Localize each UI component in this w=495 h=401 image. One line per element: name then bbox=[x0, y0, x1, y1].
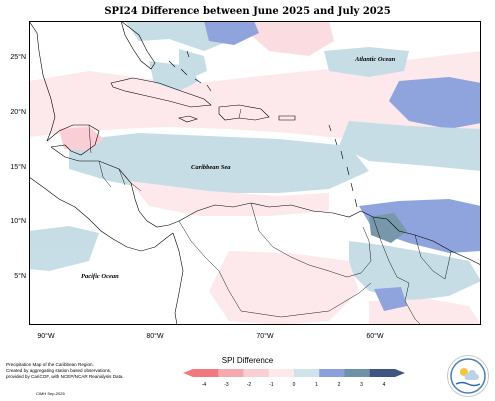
blue-region-east-band bbox=[339, 121, 481, 171]
south-america-west-coast bbox=[172, 232, 184, 325]
cimh-logo bbox=[447, 355, 489, 397]
colorbar-tick-label: 1 bbox=[315, 382, 318, 388]
hispaniola bbox=[218, 104, 270, 121]
pacific-coast bbox=[29, 176, 174, 252]
teal-region-venezuela bbox=[369, 213, 407, 243]
cuba bbox=[110, 77, 212, 108]
label-caribbean-sea: Caribbean Sea bbox=[191, 164, 231, 171]
colorbar-swatch bbox=[344, 369, 371, 377]
colorbar-swatch bbox=[193, 369, 219, 377]
colorbar-tick-label: -1 bbox=[269, 382, 274, 388]
blue-region-northwest bbox=[125, 21, 229, 51]
map-credit: CIMH Sep-2025 bbox=[36, 391, 65, 396]
note-line: Created by aggregating station based obs… bbox=[6, 368, 112, 373]
colorbar-arrow-max bbox=[395, 369, 405, 377]
central-america-coast bbox=[50, 146, 180, 228]
colorbar-swatch bbox=[294, 369, 320, 377]
darkblue-region-trinidad bbox=[359, 199, 481, 253]
colorbar-tick-label: 0 bbox=[293, 382, 296, 388]
pink-region-south-america bbox=[209, 251, 359, 325]
map-frame bbox=[29, 21, 481, 325]
lon-label-60w: 60°W bbox=[366, 333, 384, 340]
pink-region-upper bbox=[249, 21, 334, 56]
blue-region-caribbean bbox=[69, 133, 369, 193]
colorbar-tick-label: -4 bbox=[202, 382, 207, 388]
lon-label-70w: 70°W bbox=[256, 333, 274, 340]
colorbar-tick-label: -3 bbox=[224, 382, 229, 388]
lesser-antilles bbox=[328, 124, 358, 208]
map-title: SPI24 Difference between June 2025 and J… bbox=[104, 6, 391, 17]
spi-shading bbox=[29, 21, 481, 325]
bahamas-islands bbox=[168, 50, 212, 92]
yucatan-coast bbox=[46, 124, 100, 156]
jamaica bbox=[178, 115, 198, 123]
lat-label-20n: 20°N bbox=[10, 109, 26, 116]
coastlines bbox=[29, 21, 481, 325]
florida-peninsula bbox=[120, 21, 156, 70]
colorbar-arrow-min bbox=[183, 369, 193, 377]
colorbar-tick-label: -2 bbox=[247, 382, 252, 388]
note-line: provided by CariCOF, with NCEP/NCAR Rean… bbox=[6, 374, 124, 379]
colorbar-swatch bbox=[319, 369, 345, 377]
blue-region-guianas bbox=[349, 241, 481, 301]
lat-label-15n: 15°N bbox=[10, 164, 26, 171]
lat-label-25n: 25°N bbox=[10, 54, 26, 61]
colorbar-tick-label: 3 bbox=[360, 382, 363, 388]
colorbar-legend: -4 -3 -2 -1 0 1 2 3 4 bbox=[183, 369, 405, 388]
lat-label-10n: 10°N bbox=[10, 218, 26, 225]
colorbar-swatch bbox=[369, 369, 396, 377]
spi-difference-map: Atlantic Ocean Caribbean Sea Pacific Oce… bbox=[29, 21, 481, 325]
colorbar-tick-label: 2 bbox=[338, 382, 341, 388]
blue-region-southwest bbox=[29, 226, 99, 271]
blue-region-atlantic-center bbox=[324, 47, 409, 77]
lat-label-5n: 5°N bbox=[14, 273, 26, 280]
darkblue-region-south bbox=[374, 287, 407, 311]
colorbar-swatch bbox=[243, 369, 270, 377]
label-atlantic-ocean: Atlantic Ocean bbox=[354, 56, 396, 63]
legend-title: SPI Difference bbox=[221, 356, 274, 365]
map-description: Precipitation Map of the Caribbean Regio… bbox=[6, 362, 156, 380]
logo-icon bbox=[450, 358, 486, 394]
darkblue-region-east bbox=[389, 77, 481, 129]
colorbar-tick-label: 4 bbox=[383, 382, 386, 388]
south-america-north-coast bbox=[178, 202, 481, 266]
pink-region-central-america bbox=[59, 127, 104, 151]
note-line: Precipitation Map of the Caribbean Regio… bbox=[6, 362, 94, 367]
colorbar-swatch bbox=[268, 369, 295, 377]
gulf-coast bbox=[29, 21, 56, 142]
pink-region-caribbean-south bbox=[129, 181, 329, 216]
lon-label-90w: 90°W bbox=[37, 333, 55, 340]
blue-region-bahamas bbox=[149, 61, 199, 91]
country-borders bbox=[88, 108, 452, 325]
label-pacific-ocean: Pacific Ocean bbox=[81, 273, 119, 280]
puerto-rico bbox=[278, 115, 296, 121]
colorbar-swatch bbox=[218, 369, 244, 377]
lon-label-80w: 80°W bbox=[146, 333, 164, 340]
darkblue-region-top bbox=[204, 21, 259, 45]
